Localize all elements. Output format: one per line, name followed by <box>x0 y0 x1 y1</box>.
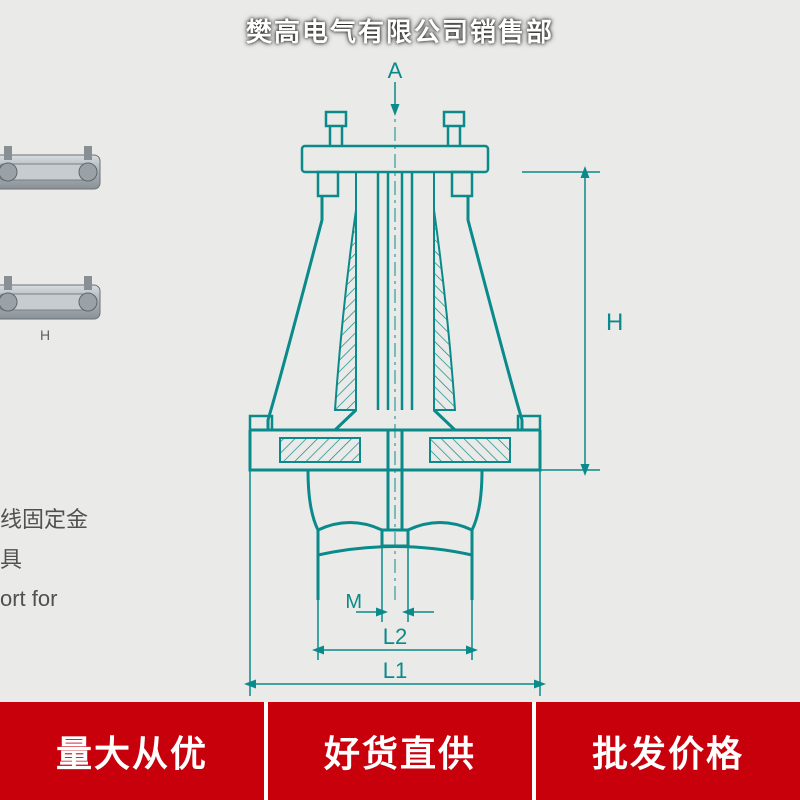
banner-cell-1: 量大从优 <box>0 702 264 800</box>
dim-label-M: M <box>345 591 362 613</box>
caption-block: 线固定金具 ort for <box>0 500 100 619</box>
page-root: 樊高电气有限公司销售部 <box>0 0 800 800</box>
dim-label-L1: L1 <box>383 658 407 683</box>
technical-drawing: A <box>130 60 670 700</box>
product-photo-strip: H <box>0 120 80 470</box>
banner-cell-3: 批发价格 <box>532 702 800 800</box>
caption-en: ort for <box>0 579 100 619</box>
content-area: 樊高电气有限公司销售部 <box>0 0 800 700</box>
dim-label-A: A <box>388 60 403 83</box>
watermark-text: 樊高电气有限公司销售部 <box>0 0 800 60</box>
dim-label-H: H <box>606 309 623 336</box>
promo-banner: 量大从优 好货直供 批发价格 <box>0 702 800 800</box>
dim-label-L2: L2 <box>383 624 407 649</box>
clamp-photo-top <box>0 120 120 220</box>
clamp-photo-bottom: H <box>0 250 120 350</box>
caption-cn: 线固定金具 <box>0 500 100 579</box>
svg-text:H: H <box>40 327 50 343</box>
banner-cell-2: 好货直供 <box>264 702 532 800</box>
